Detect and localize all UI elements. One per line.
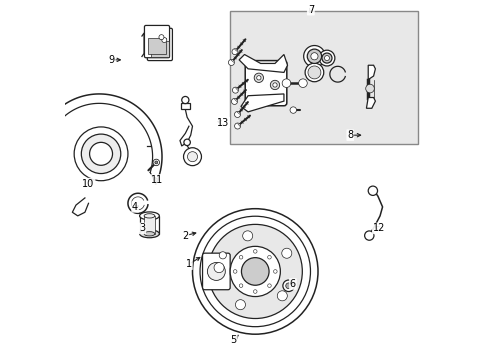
Circle shape [285,283,291,289]
Circle shape [155,161,158,164]
Polygon shape [367,65,375,80]
Circle shape [208,224,302,319]
Text: 10: 10 [82,179,95,189]
Circle shape [270,80,279,90]
Circle shape [303,45,325,67]
Text: 3: 3 [139,224,145,233]
Text: 2: 2 [182,231,188,240]
Circle shape [231,98,237,104]
Text: 9: 9 [108,55,115,65]
Circle shape [298,79,306,87]
Circle shape [228,59,234,66]
Circle shape [310,53,317,60]
FancyBboxPatch shape [202,253,230,290]
Circle shape [230,246,280,297]
FancyBboxPatch shape [150,41,169,57]
Circle shape [231,49,238,55]
Circle shape [192,209,317,334]
Polygon shape [239,54,287,72]
Polygon shape [241,94,284,112]
Ellipse shape [139,212,159,220]
Circle shape [234,123,240,129]
Circle shape [272,83,277,87]
Circle shape [277,291,287,301]
Circle shape [254,73,263,82]
Circle shape [233,270,237,273]
Circle shape [153,159,159,166]
Circle shape [183,148,201,166]
Circle shape [159,35,163,40]
Circle shape [281,248,291,258]
Text: 4: 4 [132,202,138,212]
Circle shape [162,37,166,42]
Circle shape [239,284,243,287]
Circle shape [321,53,331,63]
Circle shape [267,256,271,259]
Circle shape [187,152,197,162]
Circle shape [273,270,277,273]
FancyBboxPatch shape [144,26,169,58]
Circle shape [324,55,329,60]
Circle shape [182,96,188,104]
Text: 11: 11 [150,175,163,185]
Circle shape [235,300,245,310]
Bar [139,216,159,234]
Circle shape [282,280,294,292]
Text: 12: 12 [372,224,385,233]
FancyBboxPatch shape [147,28,172,60]
Circle shape [213,269,219,274]
Circle shape [305,63,323,82]
Circle shape [183,139,190,145]
FancyBboxPatch shape [147,38,166,54]
Circle shape [253,249,257,253]
Circle shape [213,263,219,269]
Text: 5: 5 [230,334,236,345]
Bar [144,216,155,234]
Circle shape [307,66,320,79]
Circle shape [207,262,225,280]
Circle shape [214,263,224,273]
Polygon shape [230,12,418,144]
Ellipse shape [144,214,155,218]
Text: 7: 7 [307,5,313,15]
Text: 13: 13 [216,118,229,128]
Ellipse shape [144,231,155,236]
Circle shape [219,252,226,259]
FancyBboxPatch shape [244,60,286,106]
Polygon shape [181,103,189,109]
Circle shape [256,76,261,80]
Circle shape [89,142,112,165]
Circle shape [253,290,257,293]
Circle shape [306,49,321,63]
Circle shape [267,284,271,287]
Circle shape [242,231,252,241]
Circle shape [234,112,240,117]
Circle shape [74,127,128,181]
Polygon shape [366,98,375,108]
Circle shape [365,84,373,93]
Circle shape [232,87,238,93]
Text: 1: 1 [185,259,192,269]
Circle shape [289,107,296,113]
Circle shape [213,274,219,280]
Circle shape [364,231,373,240]
Text: 8: 8 [346,130,353,140]
Circle shape [81,134,121,174]
Circle shape [319,50,334,66]
Circle shape [367,186,377,195]
Circle shape [239,256,243,259]
Circle shape [200,216,310,327]
Circle shape [241,258,268,285]
Circle shape [282,79,290,87]
Ellipse shape [139,230,159,238]
Text: 6: 6 [289,279,295,289]
